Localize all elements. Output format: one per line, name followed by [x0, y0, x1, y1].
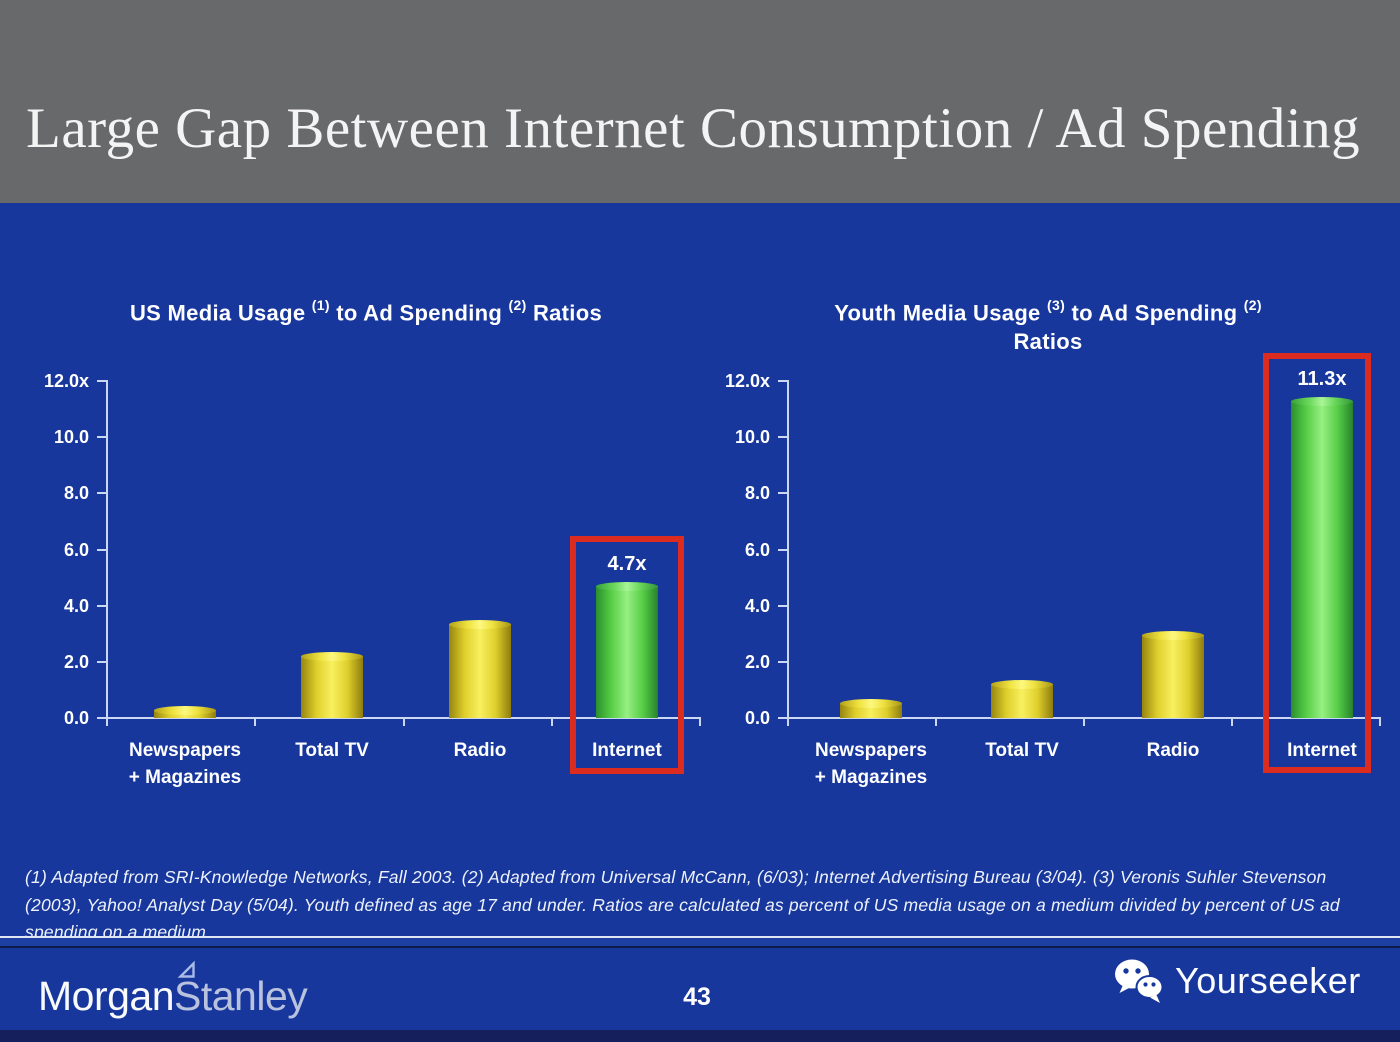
highlight-box — [570, 536, 684, 774]
y-tick-label: 12.0x — [43, 371, 89, 391]
x-axis-tick — [106, 718, 108, 726]
title-text: Ratios — [526, 300, 602, 326]
title-text: US Media Usage — [129, 300, 312, 326]
title-text: to Ad Spending — [329, 300, 509, 326]
category-label: Newspapers — [129, 740, 241, 761]
y-axis-tick — [97, 380, 106, 382]
y-axis-tick — [778, 548, 787, 551]
y-axis — [106, 380, 108, 719]
divider-band — [0, 938, 1400, 946]
bar-cap — [1291, 396, 1353, 406]
category-label: + Magazines — [814, 767, 928, 788]
footnote: (1) Adapted from SRI-Knowledge Networks,… — [25, 867, 1340, 942]
bar-value-label: 4.7x — [607, 553, 647, 575]
bar-cap — [840, 698, 902, 708]
y-tick-label: 10.0 — [53, 427, 89, 448]
x-axis-tick — [1379, 718, 1381, 726]
y-tick-label: 0.0 — [744, 708, 770, 728]
y-axis-tick — [778, 436, 787, 439]
bar-cap — [301, 652, 363, 662]
y-tick-label: 8.0 — [744, 483, 770, 504]
bar-internet — [1291, 400, 1353, 718]
x-axis-tick — [1231, 718, 1233, 726]
divider-line-top — [0, 936, 1400, 938]
y-tick-label: 10.0 — [734, 427, 770, 448]
x-axis-tick — [1083, 718, 1085, 726]
x-axis-tick — [254, 718, 257, 726]
brand-stanley: Stanley — [174, 973, 308, 1019]
bar-cap — [154, 705, 216, 715]
morgan-stanley-logo: MorganStanley — [38, 960, 308, 1020]
y-axis-tick — [778, 717, 787, 719]
category-label: Radio — [1146, 740, 1200, 761]
title-text: to Ad Spending — [1065, 300, 1244, 326]
y-axis-tick — [97, 436, 106, 439]
chart-title: Youth Media Usage (3) to Ad Spending (2)… — [718, 292, 1378, 362]
bar-radio — [1142, 635, 1204, 718]
bar-value-label: 11.3x — [1297, 367, 1347, 390]
title-superscript: (3) — [1047, 297, 1066, 313]
yourseeker-label: Yourseeker — [1175, 960, 1361, 1001]
title-text: Ratios — [1013, 329, 1083, 354]
y-axis-tick — [97, 660, 106, 663]
y-tick-label: 6.0 — [744, 539, 770, 560]
y-axis-tick — [778, 380, 787, 382]
y-axis-tick — [97, 548, 106, 551]
y-tick-label: 6.0 — [63, 539, 89, 560]
page-number: 43 — [683, 983, 711, 1011]
category-label: Radio — [453, 740, 507, 761]
y-axis — [787, 380, 789, 719]
x-axis-tick — [402, 718, 405, 726]
category-label: Total TV — [295, 740, 369, 761]
category-label: + Magazines — [128, 767, 242, 788]
bar-total-tv — [301, 656, 363, 718]
x-axis-tick — [787, 718, 789, 726]
title-superscript: (2) — [508, 297, 527, 313]
y-tick-label: 2.0 — [744, 651, 770, 672]
y-axis-tick — [778, 660, 787, 663]
slide-title: Large Gap Between Internet Consumption /… — [26, 97, 1361, 160]
bar-internet — [596, 586, 658, 718]
x-axis-tick — [550, 718, 553, 726]
y-tick-label: 4.0 — [63, 595, 89, 616]
bar-cap — [991, 680, 1053, 690]
wechat-icon — [1115, 959, 1164, 1003]
yourseeker-watermark: Yourseeker — [1113, 958, 1361, 1004]
y-axis-tick — [778, 492, 787, 495]
y-axis-tick — [97, 604, 106, 607]
highlight-box — [1263, 353, 1371, 773]
chart-title: US Media Usage (1) to Ad Spending (2) Ra… — [36, 292, 696, 327]
y-axis-tick — [97, 492, 106, 495]
slide-header: Large Gap Between Internet Consumption /… — [0, 0, 1400, 203]
divider-line-bottom — [0, 946, 1400, 948]
title-superscript: (2) — [1243, 297, 1262, 313]
x-axis-tick — [699, 718, 701, 726]
morgan-stanley-triangle-icon — [177, 960, 195, 978]
x-axis-tick — [935, 718, 937, 726]
bottom-strip — [0, 1030, 1400, 1042]
bar-cap — [1142, 631, 1204, 641]
bar-radio — [449, 623, 511, 718]
brand-morgan: Morgan — [38, 973, 175, 1019]
y-axis-tick — [778, 604, 787, 607]
bar-total-tv — [991, 684, 1053, 718]
category-label: Newspapers — [815, 740, 927, 761]
category-label: Internet — [592, 740, 662, 761]
y-tick-label: 4.0 — [744, 595, 770, 616]
bar-cap — [449, 619, 511, 629]
bar-cap — [596, 582, 658, 591]
y-tick-label: 2.0 — [63, 651, 89, 672]
y-tick-label: 0.0 — [63, 708, 89, 728]
y-tick-label: 12.0x — [724, 371, 770, 391]
y-tick-label: 8.0 — [63, 483, 89, 504]
category-label: Total TV — [985, 740, 1059, 761]
category-label: Internet — [1287, 740, 1357, 761]
title-text: Youth Media Usage — [834, 300, 1048, 326]
title-superscript: (1) — [311, 297, 330, 313]
y-axis-tick — [97, 717, 106, 719]
